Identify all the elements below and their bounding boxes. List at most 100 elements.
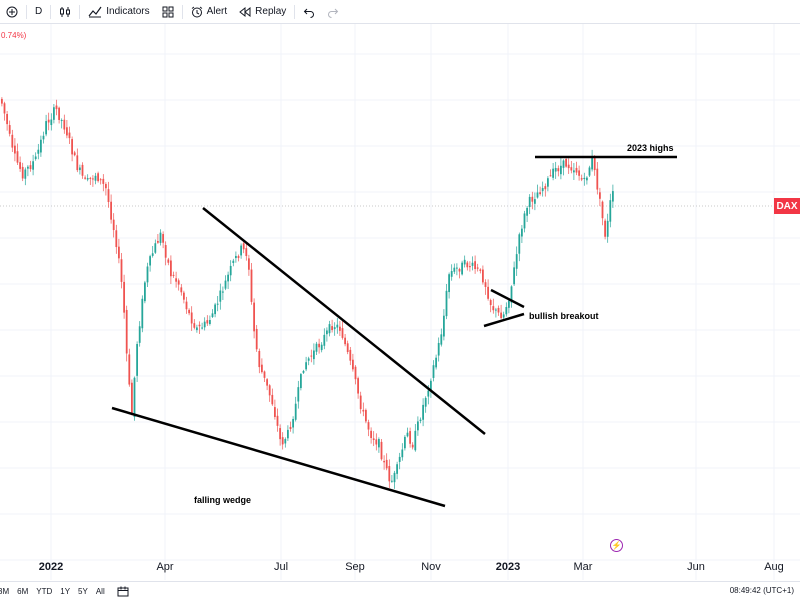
candle-body: [500, 312, 502, 319]
candle-body: [346, 343, 349, 353]
candle-body: [487, 286, 489, 299]
candle-body: [534, 199, 536, 204]
wedge-annotation[interactable]: falling wedge: [194, 495, 252, 505]
candle-body: [541, 187, 544, 192]
candle-body: [456, 267, 458, 269]
add-symbol-button[interactable]: [0, 0, 24, 24]
candle-body: [510, 286, 513, 303]
wedge-upper-trendline[interactable]: [202, 207, 486, 435]
candle-body: [11, 134, 14, 148]
flag-upper-line[interactable]: [490, 288, 525, 309]
clock-readout[interactable]: 08:49:42 (UTC+1): [729, 586, 794, 595]
highs-annotation[interactable]: 2023 highs: [627, 143, 674, 153]
candle-body: [502, 314, 505, 318]
candle-body: [466, 262, 469, 268]
candle-body: [42, 135, 45, 140]
replay-button[interactable]: Replay: [233, 0, 292, 24]
time-axis[interactable]: 2022 Apr Jul Sep Nov 2023 Mar Jun Aug: [0, 556, 800, 578]
candle-body: [157, 240, 159, 243]
candle-body: [362, 409, 365, 412]
candle-body: [289, 426, 292, 430]
candle-body: [3, 103, 6, 114]
candle-body: [81, 164, 84, 176]
toolbar-divider: [181, 4, 183, 19]
time-label: Jun: [687, 561, 705, 573]
candle-body: [521, 228, 523, 237]
candle-body: [1, 98, 3, 104]
layouts-icon: [162, 6, 174, 18]
range-button-1y[interactable]: 1Y: [60, 586, 71, 596]
candle-body: [531, 196, 534, 202]
flag-lower-line[interactable]: [483, 312, 525, 328]
candle-body: [8, 125, 11, 134]
candle-body: [58, 107, 60, 120]
candle-body: [331, 326, 333, 331]
candle-body: [539, 192, 541, 195]
candle-body: [375, 439, 378, 445]
candle-body: [461, 262, 463, 275]
alert-button[interactable]: Alert: [185, 0, 234, 24]
range-button-3m[interactable]: 3M: [0, 586, 10, 596]
time-label: 2022: [38, 561, 64, 573]
indicators-button[interactable]: Indicators: [82, 0, 155, 24]
candle-body: [385, 459, 388, 469]
candle-body: [94, 175, 97, 181]
candle-body: [263, 371, 266, 378]
candle-body: [411, 444, 414, 448]
time-label: 2023: [495, 561, 521, 573]
toolbar-divider: [26, 4, 27, 19]
range-button-6m[interactable]: 6M: [17, 586, 29, 596]
candle-body: [435, 357, 437, 368]
candle-body: [320, 344, 323, 351]
symbol-price-tag[interactable]: DAX: [774, 198, 800, 214]
candle-body: [596, 168, 599, 190]
candle-body: [398, 456, 401, 462]
candle-body: [414, 430, 417, 451]
candle-body: [118, 246, 120, 259]
range-button-ytd[interactable]: YTD: [36, 586, 53, 596]
candle-body: [445, 290, 448, 317]
candle-body: [432, 365, 435, 378]
candle-body: [318, 343, 320, 348]
calendar-range-icon[interactable]: [117, 586, 129, 597]
candle-body: [128, 354, 131, 385]
layouts-button[interactable]: [156, 0, 180, 24]
chart-canvas[interactable]: [0, 24, 800, 580]
candle-body: [437, 342, 440, 356]
candle-body: [458, 269, 461, 272]
wedge-lower-trendline[interactable]: [111, 406, 446, 508]
candle-body: [313, 350, 315, 360]
drawings-layer[interactable]: [111, 155, 677, 508]
candle-body: [508, 300, 510, 308]
price-chart[interactable]: 0.74%) DAX 2023 highs bullish breakout f…: [0, 24, 800, 580]
candle-body: [404, 436, 406, 449]
chart-type-button[interactable]: [53, 0, 77, 24]
candle-body: [120, 259, 123, 282]
redo-button[interactable]: [321, 0, 345, 24]
lightning-icon[interactable]: ⚡: [610, 539, 623, 552]
candle-body: [110, 201, 112, 220]
time-label: Aug: [764, 561, 784, 573]
candle-body: [591, 157, 593, 170]
candle-body: [71, 139, 73, 155]
candle-body: [37, 149, 40, 154]
candle-body: [60, 120, 63, 122]
candle-body: [365, 409, 367, 422]
breakout-annotation[interactable]: bullish breakout: [529, 311, 599, 321]
candle-body: [518, 234, 521, 254]
candle-body: [133, 377, 136, 418]
candle-body: [177, 280, 180, 285]
range-button-5y[interactable]: 5Y: [78, 586, 88, 596]
candle-body: [570, 167, 573, 171]
undo-button[interactable]: [297, 0, 321, 24]
candle-body: [310, 355, 313, 357]
candle-body: [528, 196, 531, 208]
candle-body: [271, 394, 274, 405]
candle-body: [601, 201, 604, 219]
candle-body: [203, 321, 206, 328]
candle-body: [86, 178, 89, 180]
candle-body: [261, 364, 263, 373]
range-button-all[interactable]: All: [95, 586, 105, 596]
interval-button[interactable]: D: [29, 0, 48, 24]
candle-body: [237, 256, 240, 258]
